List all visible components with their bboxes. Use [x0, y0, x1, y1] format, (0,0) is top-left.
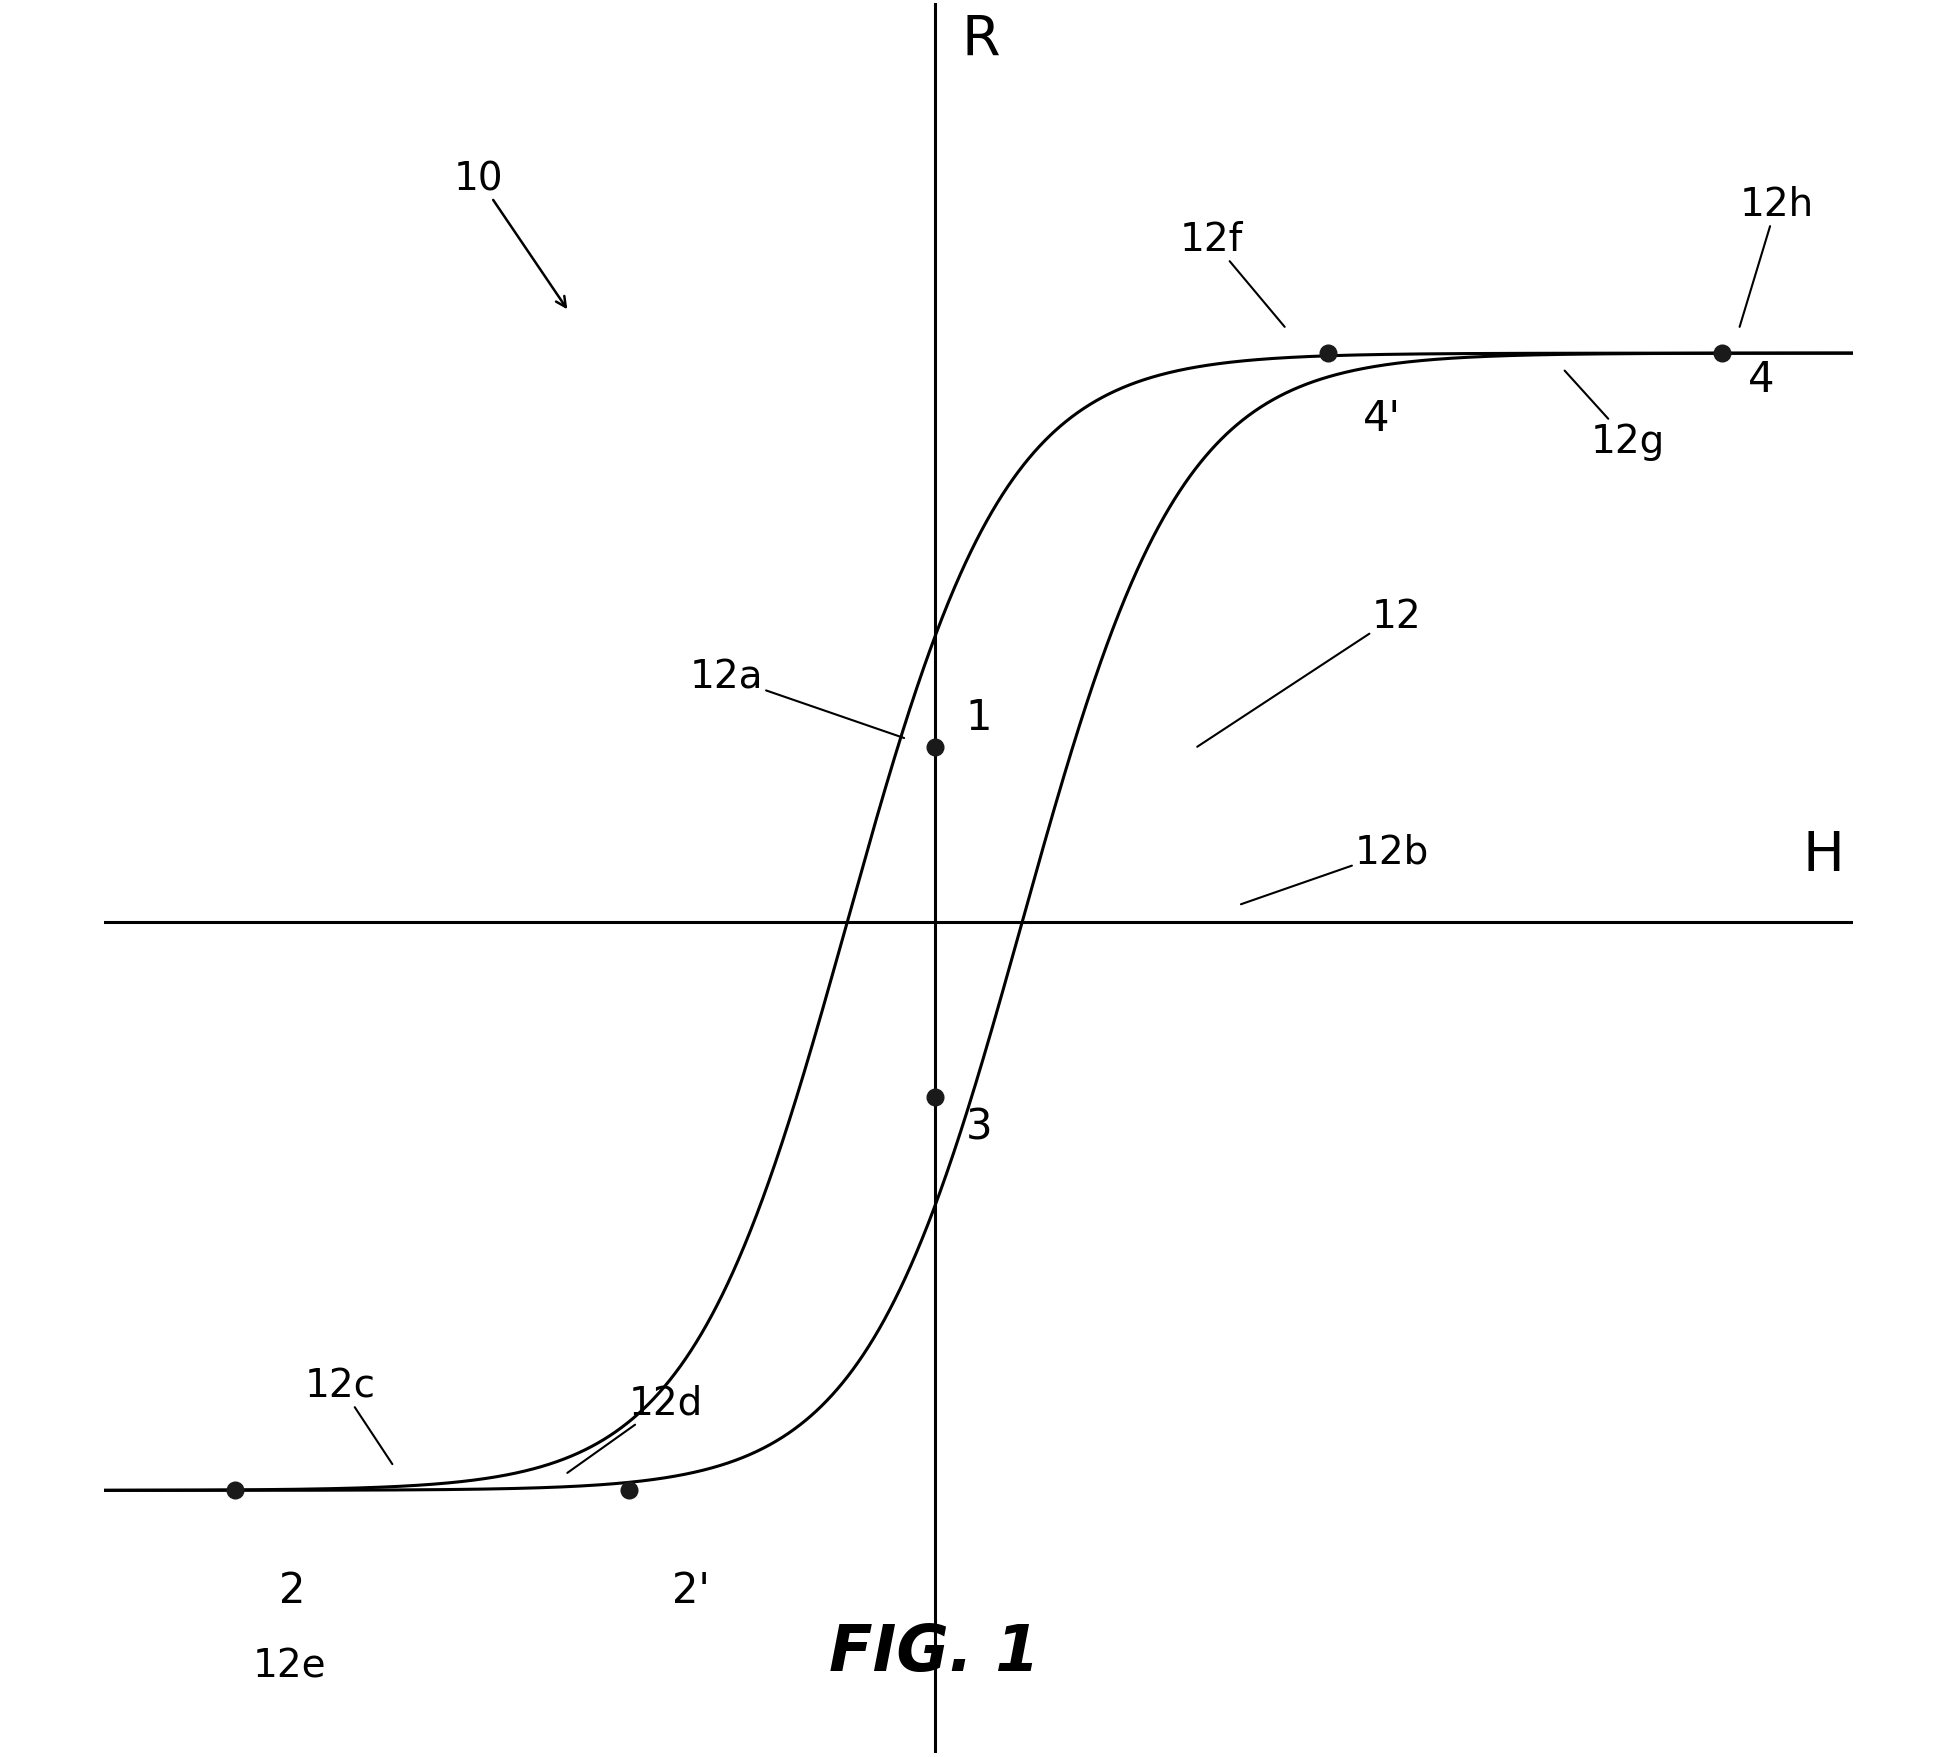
Text: 12f: 12f	[1180, 221, 1284, 327]
Text: 12: 12	[1198, 597, 1423, 747]
Text: 12g: 12g	[1566, 371, 1665, 460]
Text: FIG. 1: FIG. 1	[830, 1622, 1039, 1683]
Text: R: R	[961, 12, 1000, 67]
Text: 12h: 12h	[1740, 186, 1814, 327]
Text: 2': 2'	[673, 1569, 710, 1611]
Text: 1: 1	[965, 696, 992, 738]
Text: 12e: 12e	[252, 1646, 327, 1685]
Text: 10: 10	[454, 160, 566, 307]
Text: 12c: 12c	[305, 1367, 391, 1464]
Text: 12a: 12a	[689, 659, 904, 738]
Text: 3: 3	[965, 1105, 992, 1147]
Text: 4: 4	[1748, 358, 1775, 401]
Text: 12d: 12d	[568, 1385, 703, 1472]
Text: 4': 4'	[1364, 397, 1401, 439]
Text: H: H	[1802, 829, 1845, 882]
Text: 2: 2	[278, 1569, 305, 1611]
Text: 12b: 12b	[1241, 833, 1429, 905]
